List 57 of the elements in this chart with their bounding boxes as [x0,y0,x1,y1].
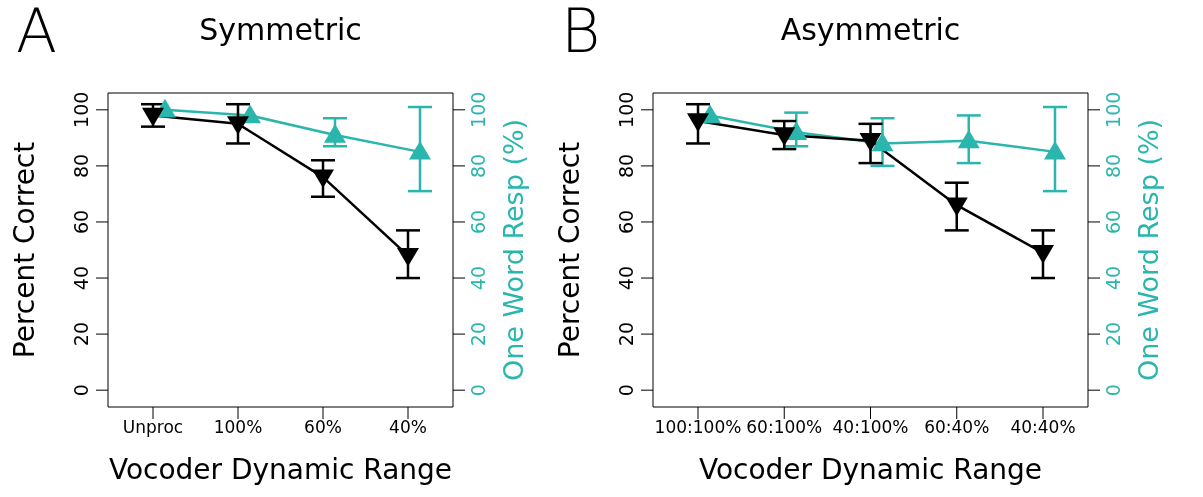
y-tick-label: 100 [615,91,637,128]
y2-tick-label: 100 [467,91,489,128]
x-axis-title: Vocoder Dynamic Range [698,453,1043,486]
y-tick-label: 100 [70,91,92,128]
y2-tick-label: 0 [1102,384,1124,397]
y-tick-label: 20 [615,322,637,347]
point [324,124,346,143]
y-tick-label: 60 [70,209,92,235]
chart-title: Asymmetric [779,12,962,47]
y2-tick-label: 40 [1102,265,1124,291]
y-tick-label: 80 [70,153,92,178]
x-axis-title: Vocoder Dynamic Range [108,453,453,486]
point [312,169,334,189]
x-tick-label: 100% [213,417,263,438]
x-tick-label: 40:100% [832,417,909,438]
chart-title: Symmetric [198,12,363,47]
x-tick-label: 40:40% [1010,417,1076,438]
y-axis-title: Percent Correct [552,141,586,359]
point [773,127,796,147]
y-tick-label: 40 [70,265,92,291]
x-tick-label: 100:100% [654,417,742,438]
y2-tick-label: 0 [467,384,489,397]
y-axis-title: Percent Correct [7,141,41,359]
y2-axis-title: One Word Resp (%) [498,118,529,382]
y-tick-label: 80 [615,153,637,178]
y2-tick-label: 80 [1102,153,1124,178]
x-tick-label: 40% [389,417,427,438]
y2-tick-label: 20 [1102,322,1124,347]
y2-tick-label: 80 [467,153,489,178]
y2-tick-label: 60 [1102,209,1124,235]
point [871,132,894,152]
point [957,129,980,149]
text: A [16,0,58,66]
point [409,140,431,160]
point [1044,140,1066,160]
y-tick-label: 0 [70,384,92,397]
text: B [561,0,601,66]
y2-tick-label: 20 [467,322,489,347]
x-tick-label: 60:100% [746,417,823,438]
point [227,116,249,135]
x-tick-label: 60% [304,417,342,438]
y2-tick-label: 40 [467,265,489,291]
y2-tick-label: 100 [1102,91,1124,128]
y-tick-label: 60 [615,209,637,235]
point [945,197,968,217]
point [1032,245,1054,264]
point [859,132,882,152]
x-tick-label: Unproc [122,417,184,438]
y-tick-label: 0 [615,384,637,397]
point [142,107,164,127]
x-tick-label: 60:40% [924,417,990,438]
point [397,247,419,267]
y2-axis-title: One Word Resp (%) [1133,118,1164,382]
point [687,113,709,133]
y2-tick-label: 60 [467,209,489,235]
y-tick-label: 20 [70,322,92,347]
y-tick-label: 40 [615,265,637,291]
